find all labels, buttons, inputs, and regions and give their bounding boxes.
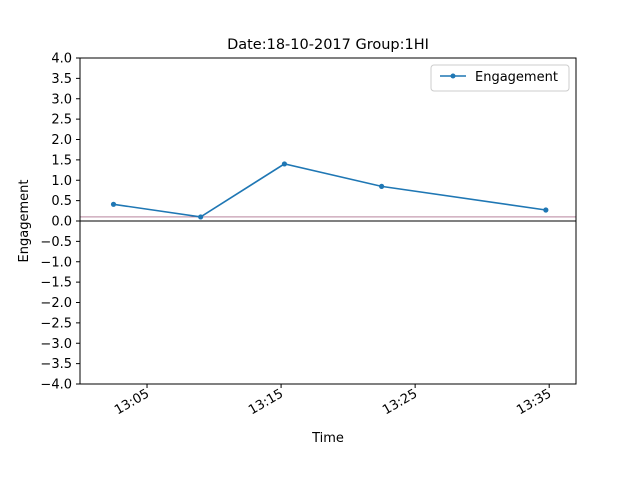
- y-axis-label: Engagement: [17, 180, 32, 263]
- series-line-engagement: [113, 163, 546, 218]
- y-tick-label: −1.0: [40, 255, 72, 270]
- y-tick-label: −2.0: [40, 296, 72, 311]
- x-tick-label: 13:05: [112, 386, 152, 418]
- y-tick-label: 4.0: [51, 52, 72, 67]
- y-tick-label: 1.0: [51, 174, 72, 189]
- y-tick-label: −2.5: [40, 316, 72, 331]
- x-tick-label: 13:35: [514, 386, 554, 418]
- legend-frame: [430, 64, 570, 92]
- x-axis-label: Time: [311, 431, 344, 446]
- y-tick-label: 3.5: [51, 72, 72, 87]
- y-tick-label: 0.5: [51, 194, 72, 209]
- y-tick-label: 1.5: [51, 153, 72, 168]
- data-point: [543, 207, 549, 213]
- y-tick-label: −0.5: [40, 235, 72, 250]
- y-tick-label: 2.5: [51, 113, 72, 128]
- y-tick-label: −1.5: [40, 276, 72, 291]
- data-point: [110, 201, 117, 207]
- legend-label-engagement: Engagement: [475, 70, 558, 85]
- x-tick-label: 13:25: [380, 386, 420, 418]
- data-point: [281, 161, 288, 167]
- legend: Engagement: [430, 64, 570, 92]
- y-tick-label: 3.0: [51, 92, 72, 107]
- data-point: [198, 214, 204, 220]
- x-tick-label: 13:15: [246, 386, 286, 418]
- plot-area: 4.0 3.5 3.0 2.5 2.0 1.5 1.0 0.5 0.0 −0.5 −1.0 −1.5 −…: [40, 52, 577, 418]
- y-tick-label: −3.0: [40, 337, 72, 352]
- legend-marker: [450, 73, 456, 79]
- data-point: [379, 183, 385, 189]
- y-tick-label: 0.0: [51, 215, 72, 230]
- y-tick-label: −3.5: [40, 357, 72, 372]
- chart-title: Date:18-10-2017 Group:1HI: [227, 37, 429, 53]
- y-tick-label: −4.0: [40, 378, 72, 393]
- y-tick-label: 2.0: [51, 133, 72, 148]
